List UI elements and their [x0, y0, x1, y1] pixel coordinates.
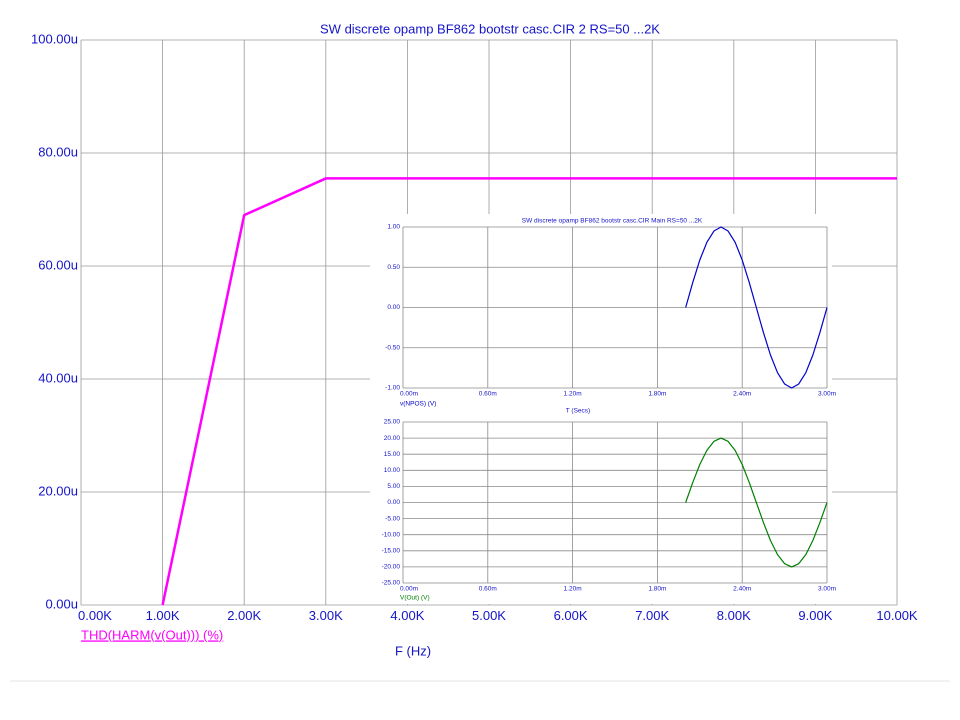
inset-background	[370, 214, 832, 604]
legend-entry: V(Out) (V)	[400, 595, 430, 602]
x-tick-label: 7.00K	[635, 608, 669, 623]
y-tick-label: -1.00	[385, 385, 400, 392]
x-tick-label: 0.00m	[400, 586, 418, 593]
x-tick-label: 8.00K	[717, 608, 751, 623]
y-tick-label: 80.00u	[38, 144, 78, 159]
x-tick-label: 9.00K	[798, 608, 832, 623]
y-tick-label: 0.00u	[45, 596, 78, 611]
y-tick-label: 40.00u	[38, 370, 78, 385]
y-tick-label: 0.00	[387, 304, 400, 311]
x-tick-label: 0.60m	[479, 586, 497, 593]
y-tick-label: 20.00u	[38, 483, 78, 498]
y-tick-label: -10.00	[382, 531, 401, 538]
series-line	[161, 177, 897, 606]
x-tick-label: 2.40m	[733, 391, 751, 398]
y-tick-label: 0.00	[387, 499, 400, 506]
y-tick-label: 15.00	[384, 451, 401, 458]
legend-entry: v(NPOS) (V)	[400, 401, 436, 408]
x-tick-label: 0.00m	[400, 391, 418, 398]
series-line	[685, 226, 828, 389]
y-tick-label: -25.00	[382, 580, 401, 587]
y-tick-label: -0.50	[385, 344, 400, 351]
x-tick-label: 4.00K	[390, 608, 424, 623]
x-axis-label: T (Secs)	[566, 408, 590, 415]
series-line	[685, 437, 828, 568]
y-tick-label: 20.00	[384, 435, 401, 442]
y-tick-label: 5.00	[387, 483, 400, 490]
x-tick-label: 5.00K	[472, 608, 506, 623]
x-tick-label: 6.00K	[554, 608, 588, 623]
y-tick-label: 60.00u	[38, 257, 78, 272]
y-tick-label: -20.00	[382, 564, 401, 571]
x-tick-label: 2.40m	[733, 586, 751, 593]
y-tick-label: -15.00	[382, 548, 401, 555]
y-tick-label: 0.50	[387, 264, 400, 271]
y-tick-label: 25.00	[384, 419, 401, 426]
x-tick-label: 3.00m	[818, 586, 836, 593]
x-tick-label: 0.60m	[479, 391, 497, 398]
y-tick-label: 10.00	[384, 467, 401, 474]
legend-entry: THD(HARM(v(Out))) (%)	[81, 627, 223, 642]
y-tick-label: 100.00u	[31, 31, 78, 46]
x-tick-label: 1.00K	[146, 608, 180, 623]
chart-title: SW discrete opamp BF862 bootstr casc.CIR…	[522, 218, 703, 225]
x-tick-label: 0.00K	[78, 608, 112, 623]
x-tick-label: 3.00m	[818, 391, 836, 398]
x-tick-label: 1.20m	[564, 586, 582, 593]
x-tick-label: 3.00K	[309, 608, 343, 623]
x-tick-label: 2.00K	[227, 608, 261, 623]
x-tick-label: 1.80m	[648, 391, 666, 398]
y-tick-label: 1.00	[387, 224, 400, 231]
chart-title: SW discrete opamp BF862 bootstr casc.CIR…	[320, 21, 660, 36]
y-tick-label: -5.00	[385, 515, 400, 522]
x-tick-label: 10.00K	[876, 608, 918, 623]
x-axis-label: F (Hz)	[395, 643, 431, 658]
x-tick-label: 1.80m	[648, 586, 666, 593]
x-tick-label: 1.20m	[564, 391, 582, 398]
